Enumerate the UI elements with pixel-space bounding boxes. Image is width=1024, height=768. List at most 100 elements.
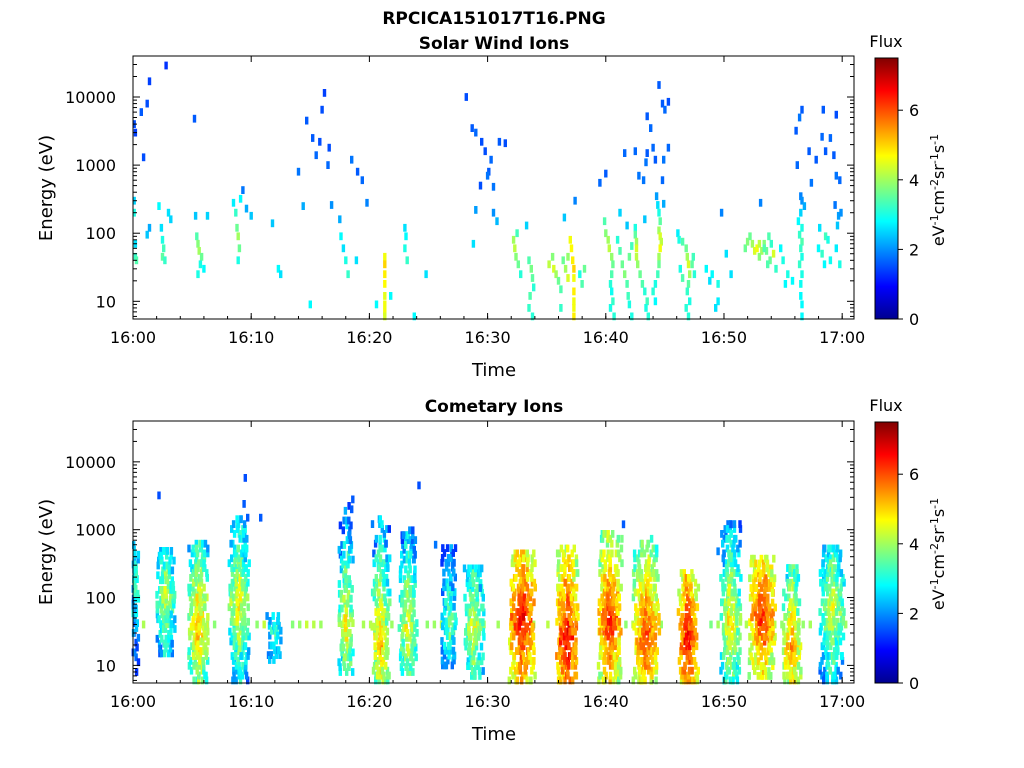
heatmap-cell	[375, 627, 380, 636]
heatmap-cell	[235, 549, 239, 558]
heatmap-cell	[767, 584, 772, 592]
heatmap-cell	[797, 113, 802, 122]
heatmap-cell	[602, 666, 607, 675]
heatmap-cell	[376, 657, 381, 665]
heatmap-cell	[512, 652, 517, 660]
heatmap-cell	[572, 583, 576, 592]
heatmap-cell	[197, 652, 202, 660]
heatmap-cell	[683, 671, 688, 680]
heatmap-cell	[832, 676, 836, 685]
heatmap-cell	[792, 608, 796, 616]
heatmap-cell	[522, 657, 527, 665]
svg-text:eV-1cm-2sr-1s-1: eV-1cm-2sr-1s-1	[928, 134, 948, 246]
heatmap-cell	[604, 169, 608, 178]
heatmap-cell	[403, 599, 408, 608]
heatmap-cell	[687, 666, 692, 675]
heatmap-cell	[636, 554, 640, 563]
heatmap-cell	[655, 647, 659, 655]
heatmap-cell	[759, 632, 763, 641]
heatmap-cell	[453, 612, 457, 621]
heatmap-cell	[520, 608, 524, 616]
heatmap-cell	[193, 657, 197, 665]
heatmap-cell	[480, 657, 484, 666]
heatmap-cell	[640, 280, 645, 288]
heatmap-cell	[373, 652, 377, 660]
heatmap-cell	[355, 167, 360, 176]
heatmap-cell	[159, 556, 163, 565]
heatmap-cell	[768, 623, 772, 631]
heatmap-cell	[443, 607, 447, 616]
heatmap-cell	[382, 574, 387, 582]
heatmap-cell	[748, 647, 752, 656]
heatmap-cell	[240, 588, 244, 597]
heatmap-cell	[441, 544, 445, 552]
heatmap-cell	[602, 608, 606, 616]
heatmap-cell	[686, 676, 690, 685]
heatmap-cell	[690, 627, 695, 636]
heatmap-cell	[521, 583, 525, 592]
heatmap-cell	[643, 676, 647, 685]
y-tick-label: 10000	[65, 88, 116, 107]
heatmap-cell	[509, 632, 514, 641]
heatmap-cell	[342, 580, 347, 588]
heatmap-cell	[765, 628, 769, 636]
heatmap-cell	[604, 564, 608, 572]
heatmap-cell	[716, 620, 720, 629]
heatmap-cell	[255, 620, 259, 629]
heatmap-cell	[572, 544, 576, 553]
heatmap-cell	[463, 593, 467, 602]
heatmap-cell	[685, 652, 689, 660]
heatmap-cell	[721, 578, 725, 587]
cometary-x-ticks: 16:00 16:10 16:20 16:30 16:40 16:50 17:00	[110, 421, 865, 711]
heatmap-cell	[645, 652, 649, 660]
heatmap-cell	[342, 594, 346, 603]
heatmap-cell	[755, 623, 759, 631]
heatmap-cell	[521, 564, 525, 572]
heatmap-cell	[793, 647, 798, 655]
heatmap-cell	[305, 620, 309, 629]
heatmap-cell	[636, 657, 640, 665]
heatmap-cell	[141, 620, 146, 629]
heatmap-cell	[563, 564, 567, 572]
heatmap-cell	[531, 632, 536, 641]
heatmap-cell	[725, 564, 729, 572]
heatmap-cell	[835, 569, 839, 577]
heatmap-cell	[759, 642, 763, 651]
heatmap-cell	[406, 536, 411, 544]
heatmap-cell	[194, 539, 198, 548]
heatmap-cell	[338, 668, 342, 676]
heatmap-cell	[235, 554, 239, 563]
heatmap-cell	[440, 637, 444, 645]
heatmap-cell	[244, 549, 248, 558]
heatmap-cell	[404, 541, 408, 549]
heatmap-cell	[650, 637, 655, 646]
heatmap-cell	[339, 565, 344, 574]
heatmap-cell	[194, 637, 198, 646]
heatmap-cell	[567, 598, 571, 607]
heatmap-cell	[159, 576, 163, 585]
heatmap-cell	[376, 603, 380, 612]
heatmap-cell	[681, 637, 685, 646]
heatmap-cell	[793, 603, 797, 612]
heatmap-cell	[374, 608, 378, 616]
solar-wind-plot-frame	[132, 55, 855, 320]
heatmap-cell	[797, 260, 802, 269]
heatmap-cell	[236, 520, 241, 528]
heatmap-cell	[728, 554, 732, 563]
heatmap-cell	[739, 574, 743, 582]
heatmap-cell	[657, 252, 661, 261]
heatmap-cell	[752, 554, 756, 563]
heatmap-cell	[833, 647, 837, 655]
heatmap-cell	[472, 657, 476, 666]
heatmap-cell	[597, 598, 602, 607]
heatmap-cell	[337, 609, 342, 618]
heatmap-cell	[197, 671, 201, 680]
heatmap-cell	[658, 217, 662, 226]
heatmap-cell	[748, 574, 752, 583]
heatmap-cell	[608, 564, 613, 572]
heatmap-cell	[750, 554, 754, 563]
heatmap-cell	[769, 239, 773, 248]
heatmap-cell	[239, 603, 244, 612]
